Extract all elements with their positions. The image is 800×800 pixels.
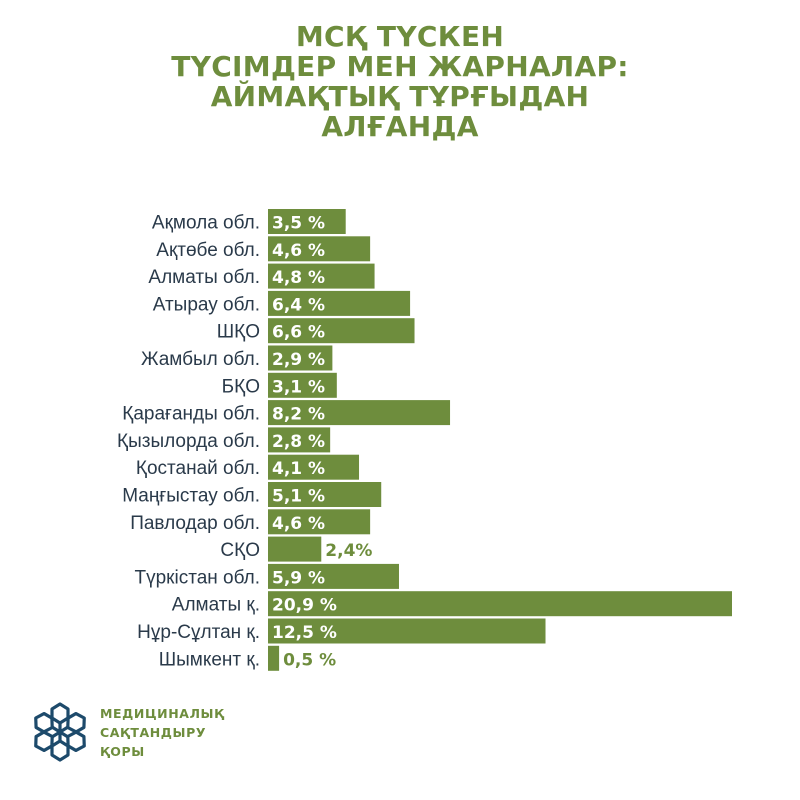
value-label: 12,5 % bbox=[272, 623, 337, 643]
bar bbox=[268, 536, 322, 562]
logo-text-line: МЕДИЦИНАЛЫҚ bbox=[100, 706, 225, 721]
value-label: 6,6 % bbox=[272, 323, 325, 343]
bar bbox=[268, 236, 371, 262]
category-label: Қызылорда обл. bbox=[117, 431, 260, 452]
value-label: 8,2 % bbox=[272, 405, 325, 425]
category-label: Қостанай обл. bbox=[136, 458, 260, 479]
category-label: Жамбыл обл. bbox=[141, 349, 260, 370]
bar bbox=[268, 372, 337, 398]
value-label: 4,6 % bbox=[272, 241, 325, 261]
value-label: 5,1 % bbox=[272, 487, 325, 507]
title-line: ТҮСІМДЕР МЕН ЖАРНАЛАР: bbox=[171, 50, 629, 83]
bar bbox=[268, 591, 732, 617]
category-label: Шымкент қ. bbox=[159, 649, 260, 670]
value-label: 3,5 % bbox=[272, 214, 325, 234]
category-label: Алматы қ. bbox=[172, 595, 260, 616]
bar bbox=[268, 645, 280, 671]
bar bbox=[268, 400, 451, 426]
category-label: Ақмола обл. bbox=[152, 213, 260, 234]
bar bbox=[268, 509, 371, 535]
value-label: 6,4 % bbox=[272, 295, 325, 315]
bar bbox=[268, 263, 375, 289]
category-label: Нұр-Сұлтан қ. bbox=[137, 622, 260, 643]
category-label: Маңғыстау обл. bbox=[122, 486, 260, 507]
category-label: ШҚО bbox=[217, 322, 260, 343]
value-label: 0,5 % bbox=[283, 650, 336, 670]
medical-insurance-fund-logo-icon bbox=[30, 702, 90, 762]
title-line: АЛҒАНДА bbox=[321, 110, 479, 143]
bar bbox=[268, 427, 331, 453]
bar bbox=[268, 482, 382, 507]
category-label: БҚО bbox=[222, 376, 260, 397]
value-label: 20,9 % bbox=[272, 596, 337, 616]
logo-text-line: ҚОРЫ bbox=[100, 744, 145, 759]
value-label: 5,9 % bbox=[272, 568, 325, 588]
category-label: Алматы обл. bbox=[148, 267, 260, 288]
category-label: Түркістан обл. bbox=[135, 567, 261, 588]
bar bbox=[268, 290, 411, 316]
category-label: Атырау обл. bbox=[153, 294, 260, 315]
bar bbox=[268, 318, 415, 344]
value-label: 2,8 % bbox=[272, 432, 325, 452]
value-label: 4,6 % bbox=[272, 514, 325, 534]
page-title: МСҚ ТҮСКЕН ТҮСІМДЕР МЕН ЖАРНАЛАР: АЙМАҚТ… bbox=[0, 22, 800, 142]
value-label: 3,1 % bbox=[272, 377, 325, 397]
bar bbox=[268, 618, 546, 644]
category-label: Қарағанды обл. bbox=[122, 404, 260, 425]
logo-text: МЕДИЦИНАЛЫҚ САҚТАНДЫРУ ҚОРЫ bbox=[100, 704, 224, 761]
bar bbox=[268, 209, 346, 234]
title-line: АЙМАҚТЫҚ ТҰРҒЫДАН bbox=[210, 80, 590, 113]
value-label: 4,8 % bbox=[272, 268, 325, 288]
category-label: Ақтөбе обл. bbox=[156, 240, 260, 261]
category-label: СҚО bbox=[220, 540, 260, 561]
bar bbox=[268, 345, 333, 371]
title-line: МСҚ ТҮСКЕН bbox=[295, 20, 505, 53]
category-label: Павлодар обл. bbox=[130, 513, 260, 534]
logo-text-line: САҚТАНДЫРУ bbox=[100, 725, 207, 740]
value-label: 2,4% bbox=[325, 541, 372, 561]
value-label: 4,1 % bbox=[272, 459, 325, 479]
bar bbox=[268, 454, 360, 480]
value-label: 2,9 % bbox=[272, 350, 325, 370]
bar bbox=[268, 563, 399, 589]
